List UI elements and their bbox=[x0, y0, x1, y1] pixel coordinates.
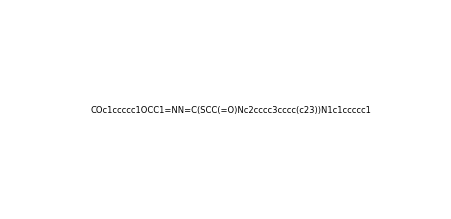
Text: COc1ccccc1OCC1=NN=C(SCC(=O)Nc2cccc3cccc(c23))N1c1ccccc1: COc1ccccc1OCC1=NN=C(SCC(=O)Nc2cccc3cccc(… bbox=[91, 106, 372, 115]
